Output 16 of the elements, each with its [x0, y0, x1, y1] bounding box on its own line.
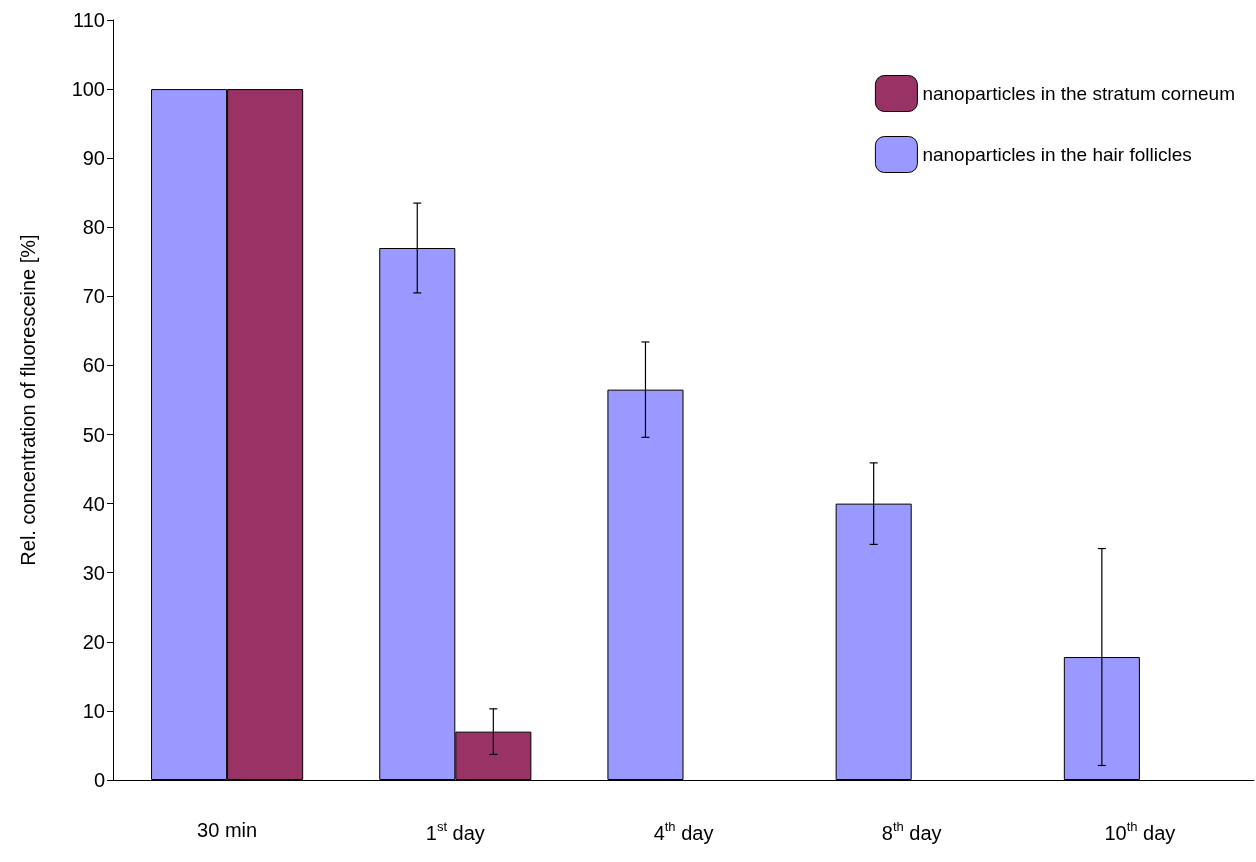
y-tick-label: 10 — [82, 699, 105, 722]
legend-label: nanoparticles in the hair follicles — [922, 144, 1192, 165]
y-tick-label: 80 — [82, 216, 105, 239]
y-tick-label: 30 — [82, 561, 105, 584]
legend-label: nanoparticles in the stratum corneum — [922, 83, 1236, 104]
y-tick-label: 110 — [73, 9, 105, 31]
x-tick-label: 30 min — [197, 819, 258, 841]
y-axis-title: Rel. concentration of fluoresceine [%] — [17, 234, 39, 566]
y-tick-label: 50 — [82, 423, 105, 446]
y-tick-label: 60 — [82, 354, 105, 377]
y-tick-label: 100 — [71, 78, 105, 101]
y-tick-label: 90 — [82, 147, 105, 170]
y-tick-label: 70 — [82, 285, 105, 308]
y-tick-label: 20 — [82, 630, 105, 653]
y-tick-label: 40 — [82, 492, 105, 515]
y-tick-label: 0 — [93, 769, 105, 791]
